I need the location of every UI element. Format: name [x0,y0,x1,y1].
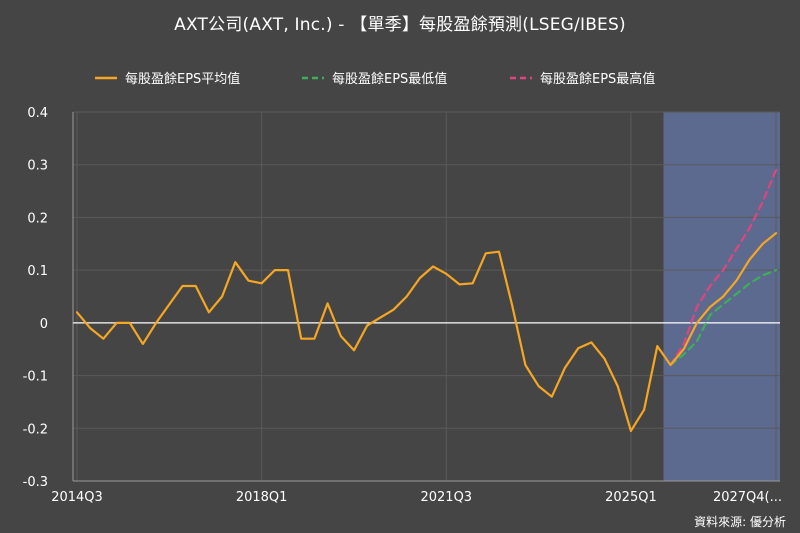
y-tick-label: 0.2 [27,211,48,226]
x-tick-label: 2014Q3 [51,490,103,505]
y-tick-label: 0.1 [27,264,48,279]
y-tick-label: -0.1 [23,370,48,385]
y-tick-label: 0.4 [27,106,48,121]
source-note: 資料來源: 優分析 [694,515,786,529]
x-tick-label: 2021Q3 [420,490,472,505]
series-line-1 [669,269,778,367]
series-line-0 [75,232,778,432]
legend-label-2: 每股盈餘EPS最高值 [540,71,655,87]
legend-label-0: 每股盈餘EPS平均值 [125,71,240,87]
y-tick-label: 0.3 [27,159,48,174]
series-line-2 [669,168,778,367]
chart-title: AXT公司(AXT, Inc.) - 【單季】每股盈餘預測(LSEG/IBES) [174,15,626,35]
y-tick-label: -0.3 [23,475,48,490]
y-tick-label: -0.2 [23,422,48,437]
x-tick-label: 2027Q4(... [713,490,782,505]
x-tick-label: 2018Q1 [236,490,288,505]
x-tick-label: 2025Q1 [605,490,657,505]
legend-label-1: 每股盈餘EPS最低值 [332,71,447,87]
y-tick-label: 0 [40,317,48,332]
